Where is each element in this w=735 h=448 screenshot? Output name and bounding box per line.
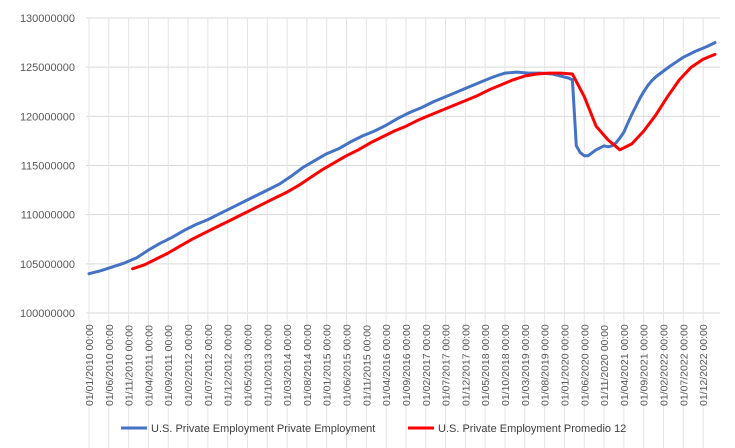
x-tick-label: 01/04/2016 00:00 — [381, 324, 393, 406]
x-tick-label: 01/11/2015 00:00 — [361, 325, 373, 406]
x-tick-label: 01/10/2013 00:00 — [262, 324, 274, 406]
promedio-12-series-line — [131, 52, 717, 271]
series-lines — [87, 41, 717, 276]
x-tick-label: 01/12/2012 00:00 — [223, 324, 235, 406]
y-gridlines — [86, 17, 720, 314]
x-tick-label: 01/09/2011 00:00 — [163, 325, 175, 406]
legend: U.S. Private Employment Private Employme… — [121, 423, 626, 435]
y-tick-label: 115000000 — [21, 161, 75, 173]
x-tick-label: 01/06/2020 00:00 — [579, 324, 591, 406]
x-tick-label: 01/07/2012 00:00 — [203, 324, 215, 406]
x-tick-label: 01/01/2010 00:00 — [84, 324, 96, 406]
x-tick-label: 01/02/2012 00:00 — [183, 324, 195, 406]
legend-label: U.S. Private Employment Promedio 12 — [438, 423, 626, 435]
x-tick-label: 01/04/2011 00:00 — [143, 325, 155, 406]
x-tick-label: 01/03/2019 00:00 — [520, 324, 532, 406]
y-tick-label: 130000000 — [20, 13, 75, 25]
y-tick-label: 120000000 — [20, 111, 75, 123]
x-tick-label: 01/06/2015 00:00 — [342, 324, 354, 406]
x-tick-label: 01/01/2020 00:00 — [559, 324, 571, 406]
x-tick-label: 01/07/2017 00:00 — [441, 324, 453, 406]
x-axis-tick-labels: 01/01/2010 00:00 01/06/2010 00:00 01/11/20… — [84, 324, 710, 406]
private-employment-series-line — [87, 41, 717, 276]
x-tick-label: 01/01/2015 00:00 — [322, 324, 334, 406]
x-tick-label: 01/08/2014 00:00 — [302, 324, 314, 406]
x-tick-label: 01/05/2018 00:00 — [480, 324, 492, 406]
y-tick-label: 125000000 — [20, 62, 75, 74]
x-gridlines — [88, 18, 704, 448]
x-tick-label: 01/02/2017 00:00 — [421, 324, 433, 406]
x-tick-label: 01/11/2010 00:00 — [124, 325, 136, 406]
x-tick-label: 01/12/2017 00:00 — [460, 324, 472, 406]
x-tick-label: 01/10/2018 00:00 — [500, 324, 512, 406]
x-tick-label: 01/12/2022 00:00 — [698, 324, 710, 406]
x-tick-label: 01/06/2010 00:00 — [104, 324, 116, 406]
x-tick-label: 01/09/2021 00:00 — [639, 324, 651, 406]
x-tick-label: 01/03/2014 00:00 — [282, 324, 294, 406]
legend-label: U.S. Private Employment Private Employme… — [151, 423, 375, 435]
x-tick-label: 01/09/2016 00:00 — [401, 324, 413, 406]
y-tick-label: 100000000 — [20, 308, 75, 320]
y-axis-tick-labels: 100000000 105000000 110000000 115000000 1200… — [20, 13, 75, 320]
x-tick-label: 01/05/2013 00:00 — [242, 324, 254, 406]
x-tick-label: 01/11/2020 00:00 — [599, 325, 611, 406]
x-tick-label: 01/02/2022 00:00 — [658, 324, 670, 406]
x-tick-label: 01/04/2021 00:00 — [619, 324, 631, 406]
x-tick-label: 01/07/2022 00:00 — [678, 324, 690, 406]
y-tick-label: 110000000 — [21, 210, 75, 222]
y-tick-label: 105000000 — [20, 259, 75, 271]
x-tick-label: 01/08/2019 00:00 — [540, 324, 552, 406]
